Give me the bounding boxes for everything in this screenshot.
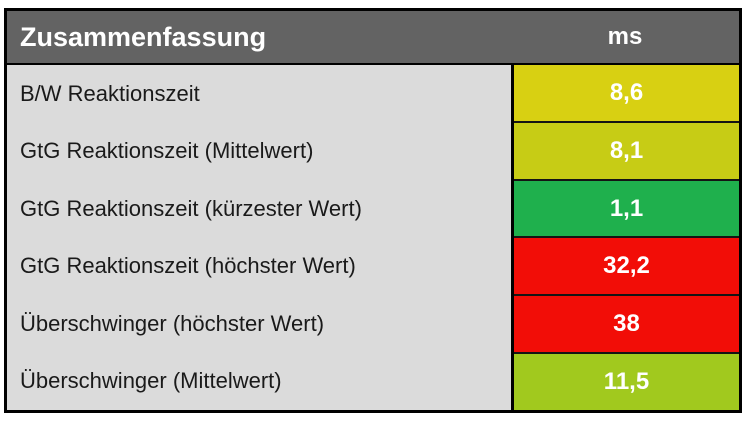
value-cell-gtg-mittelwert: 8,1 [514,122,739,181]
table-header-row: Zusammenfassung ms [7,11,739,65]
label-column: B/W Reaktionszeit GtG Reaktionszeit (Mit… [7,65,514,410]
table-title: Zusammenfassung [20,21,267,52]
row-label-gtg-hoechster-wert: GtG Reaktionszeit (höchster Wert) [20,253,356,279]
value-cell-ueberschwinger-mittelwert: 11,5 [514,354,739,410]
row-label-ueberschwinger-mittelwert: Überschwinger (Mittelwert) [20,368,282,394]
value-cell-bw-reaktionszeit: 8,6 [514,65,739,123]
value-cell-gtg-hoechster-wert: 32,2 [514,238,739,297]
table-body: B/W Reaktionszeit GtG Reaktionszeit (Mit… [7,65,739,410]
row-label-bw-reaktionszeit: B/W Reaktionszeit [20,80,200,106]
value-column: 8,6 8,1 1,1 32,2 38 11,5 [514,65,739,410]
summary-table: Zusammenfassung ms B/W Reaktionszeit GtG… [4,8,742,413]
row-label-gtg-kuerzester-wert: GtG Reaktionszeit (kürzester Wert) [20,195,362,221]
value-cell-gtg-kuerzester-wert: 1,1 [514,180,739,239]
row-label-gtg-mittelwert: GtG Reaktionszeit (Mittelwert) [20,138,314,164]
unit-column-header: ms [607,23,643,50]
row-label-ueberschwinger-hoechster-wert: Überschwinger (höchster Wert) [20,310,325,336]
value-cell-ueberschwinger-hoechster-wert: 38 [514,296,739,355]
